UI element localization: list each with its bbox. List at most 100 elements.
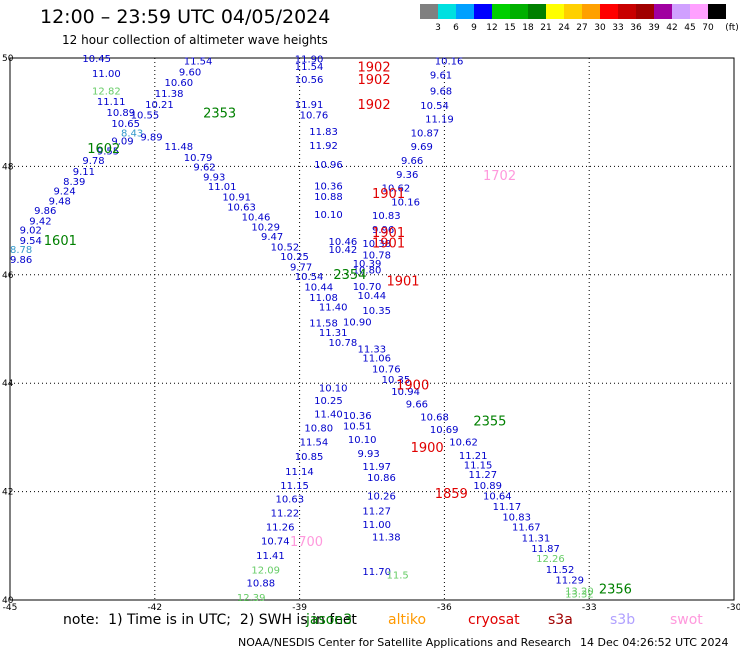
time-label: 1901 bbox=[372, 237, 405, 252]
wave-height-label: 9.48 bbox=[49, 196, 71, 207]
colorbar-label: 9 bbox=[471, 23, 477, 33]
wave-height-label: 10.44 bbox=[358, 291, 387, 302]
wave-height-label: 10.52 bbox=[271, 242, 300, 253]
wave-height-label: 11.38 bbox=[155, 89, 184, 100]
wave-height-label: 10.70 bbox=[353, 282, 382, 293]
colorbar-swatch bbox=[474, 4, 492, 19]
wave-height-label: 9.96 bbox=[372, 225, 394, 236]
wave-height-label: 10.89 bbox=[107, 108, 136, 119]
colorbar-label: 70 bbox=[702, 23, 714, 33]
wave-height-label: 9.86 bbox=[34, 206, 56, 217]
wave-height-label: 10.36 bbox=[314, 182, 343, 193]
colorbar-unit: (ft) bbox=[725, 23, 739, 33]
wave-height-label: 11.00 bbox=[92, 69, 121, 80]
colorbar-swatch bbox=[546, 4, 564, 19]
wave-height-label: 10.87 bbox=[411, 129, 440, 140]
x-tick-label: -39 bbox=[292, 603, 307, 613]
wave-height-label: 10.68 bbox=[420, 413, 449, 424]
wave-height-label: 10.38 bbox=[362, 239, 391, 250]
wave-height-label: 11.97 bbox=[362, 462, 391, 473]
wave-height-label: 11.17 bbox=[493, 502, 522, 513]
wave-height-label: 9.93 bbox=[358, 449, 380, 460]
wave-height-label: 10.44 bbox=[304, 283, 333, 294]
colorbar-swatch bbox=[528, 4, 546, 19]
wave-height-label: 11.19 bbox=[425, 114, 454, 125]
wave-height-label: 11.83 bbox=[309, 127, 338, 138]
wave-height-label: 11.41 bbox=[256, 551, 285, 562]
wave-height-label: 10.54 bbox=[295, 272, 324, 283]
wave-height-label: 9.69 bbox=[411, 142, 433, 153]
x-tick-label: -36 bbox=[437, 603, 452, 613]
time-label: 1702 bbox=[483, 169, 516, 184]
wave-height-label: 11.27 bbox=[362, 506, 391, 517]
colorbar-label: 42 bbox=[666, 23, 678, 33]
time-label: 1602 bbox=[87, 142, 120, 157]
wave-height-label: 11.11 bbox=[97, 97, 126, 108]
wave-height-label: 9.55 bbox=[97, 146, 119, 157]
time-label: 1900 bbox=[411, 441, 444, 456]
wave-height-label: 11.40 bbox=[314, 409, 343, 420]
wave-height-label: 11.31 bbox=[522, 533, 551, 544]
wave-height-label: 10.78 bbox=[329, 338, 358, 349]
wave-height-label: 10.90 bbox=[343, 318, 372, 329]
wave-height-label: 9.42 bbox=[29, 216, 51, 227]
x-tick-label: -33 bbox=[582, 603, 597, 613]
wave-height-label: 10.29 bbox=[251, 222, 280, 233]
y-tick-label: 50 bbox=[2, 54, 14, 64]
colorbar-label: 27 bbox=[576, 23, 588, 33]
wave-height-label: 9.66 bbox=[406, 400, 428, 411]
wave-height-label: 10.96 bbox=[314, 160, 343, 171]
wave-height-label: 11.67 bbox=[512, 523, 541, 534]
colorbar-swatch bbox=[438, 4, 456, 19]
wave-height-label: 10.60 bbox=[164, 78, 193, 89]
wave-height-label: 11.70 bbox=[362, 567, 391, 578]
wave-height-label: 11.21 bbox=[459, 451, 488, 462]
wave-height-label: 9.68 bbox=[430, 86, 452, 97]
wave-height-label: 11.14 bbox=[285, 467, 314, 478]
wave-height-label: 11.54 bbox=[300, 438, 329, 449]
colorbar-swatch bbox=[690, 4, 708, 19]
colorbar-label: 18 bbox=[522, 23, 534, 33]
colorbar-swatch bbox=[420, 4, 438, 19]
wave-height-label: 9.09 bbox=[111, 137, 133, 148]
wave-height-label: 10.51 bbox=[343, 421, 372, 432]
wave-height-label: 10.10 bbox=[314, 210, 343, 221]
time-label: 1902 bbox=[358, 73, 391, 88]
wave-height-label: 9.86 bbox=[10, 255, 32, 266]
wave-height-label: 8.39 bbox=[63, 177, 85, 188]
wave-height-label: 9.47 bbox=[261, 232, 283, 243]
wave-height-label: 11.87 bbox=[531, 544, 560, 555]
colorbar-label: 6 bbox=[453, 23, 459, 33]
colorbar-label: 33 bbox=[612, 23, 624, 33]
wave-height-label: 10.89 bbox=[473, 481, 502, 492]
wave-height-label: 12.26 bbox=[536, 554, 565, 565]
wave-height-label: 11.26 bbox=[266, 523, 295, 534]
wave-height-label: 10.91 bbox=[222, 193, 251, 204]
satellite-legend-altiko: altiko bbox=[388, 612, 427, 628]
wave-height-label: 13.32 bbox=[565, 589, 594, 600]
wave-height-label: 10.45 bbox=[82, 54, 111, 65]
x-tick-label: -30 bbox=[727, 603, 740, 613]
colorbar-label: 21 bbox=[540, 23, 552, 33]
colorbar-swatch bbox=[708, 4, 726, 19]
satellite-legend-jason3: jason3 bbox=[306, 612, 353, 628]
colorbar-label: 15 bbox=[504, 23, 516, 33]
wave-height-label: 10.69 bbox=[430, 425, 459, 436]
wave-height-label: 10.36 bbox=[343, 411, 372, 422]
wave-height-label: 9.78 bbox=[82, 156, 104, 167]
wave-height-label: 11.22 bbox=[271, 509, 300, 520]
wave-height-label: 8.78 bbox=[10, 245, 32, 256]
colorbar-label: 39 bbox=[648, 23, 660, 33]
time-label: 2353 bbox=[203, 107, 236, 122]
wave-height-label: 11.15 bbox=[464, 460, 493, 471]
time-label: 1901 bbox=[386, 275, 419, 290]
wave-height-label: 10.63 bbox=[227, 202, 256, 213]
footer-timestamp: 14 Dec 04:26:52 UTC 2024 bbox=[580, 636, 729, 649]
time-label: 2355 bbox=[473, 414, 506, 429]
wave-height-label: 10.10 bbox=[348, 435, 377, 446]
wave-height-label: 11.90 bbox=[295, 54, 324, 65]
colorbar-label: 36 bbox=[630, 23, 642, 33]
time-label: 1901 bbox=[372, 226, 405, 241]
wave-height-label: 11.33 bbox=[358, 344, 387, 355]
